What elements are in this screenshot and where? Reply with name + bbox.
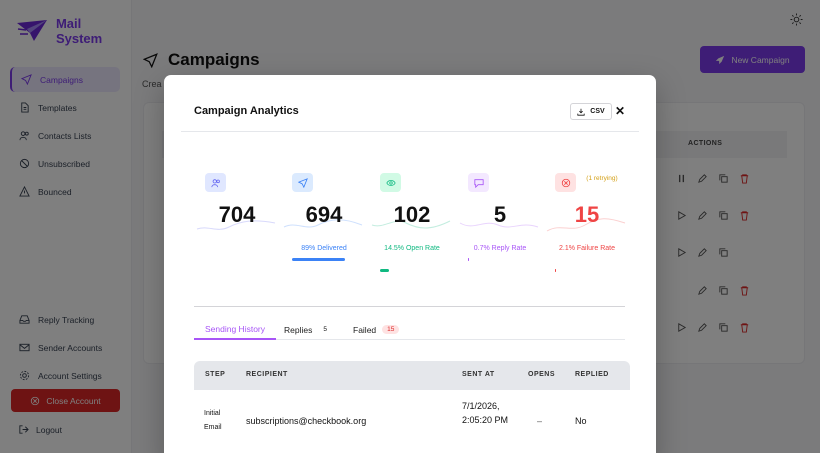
stat-delivered: 694 89% Delivered [283, 173, 377, 283]
column-header-recipient: RECIPIENT [246, 371, 288, 378]
column-header-sent-at: SENT AT [462, 371, 495, 378]
stat-icon-box [468, 173, 489, 192]
csv-label: CSV [590, 108, 605, 115]
column-header-replied: REPLIED [575, 371, 609, 378]
cell-step: Initial Email [204, 410, 222, 431]
stat-progress-bar [380, 269, 389, 272]
stat-icon-box [205, 173, 226, 192]
stat-progress-bar [555, 269, 557, 272]
tab-label: Sending History [205, 323, 266, 334]
stat-sparkline [546, 218, 626, 232]
stat-sparkline [196, 220, 276, 230]
column-header-step: STEP [205, 371, 226, 378]
stat-value: 15 [574, 202, 600, 227]
cell-replied: No [575, 416, 587, 426]
stat-total-recipients: 704 [196, 173, 290, 283]
column-header-opens: OPENS [528, 371, 556, 378]
stat-progress-bar [292, 258, 346, 261]
tab-failed[interactable]: Failed 15 [353, 319, 400, 340]
stat-icon-box [380, 173, 401, 192]
history-table-header: STEP RECIPIENT SENT AT OPENS REPLIED [194, 361, 630, 390]
stat-opened: 102 14.5% Open Rate [371, 173, 465, 283]
stat-progress-bar [468, 258, 469, 261]
stat-sparkline [459, 222, 539, 228]
stat-label: 2.1% Failure Rate [558, 245, 616, 252]
stat-value: 694 [305, 202, 343, 227]
modal-title: Campaign Analytics [194, 105, 299, 117]
stat-value: 102 [393, 202, 431, 227]
cell-recipient: subscriptions@checkbook.org [246, 416, 367, 426]
message-icon [473, 178, 484, 188]
cell-sent-at: 7/1/2026, 2:05:20 PM [462, 401, 509, 425]
stats-divider [194, 306, 625, 307]
stat-replied: 5 0.7% Reply Rate [459, 173, 553, 283]
stat-sparkline [283, 219, 363, 228]
stat-label: 14.5% Open Rate [384, 245, 440, 252]
stat-sparkline [371, 220, 451, 229]
eye-icon [385, 179, 396, 186]
tab-sending-history[interactable]: Sending History [194, 319, 277, 340]
tab-replies[interactable]: Replies 5 [284, 319, 332, 340]
modal-header-divider [181, 131, 639, 132]
stat-icon-box [555, 173, 576, 192]
stat-label: 0.7% Reply Rate [473, 245, 527, 252]
users-icon [210, 178, 220, 187]
stat-icon-box [292, 173, 313, 192]
replies-count-badge: 5 [318, 325, 332, 334]
tab-label: Replies [284, 324, 313, 335]
export-csv-button[interactable]: CSV [570, 103, 612, 120]
campaign-analytics-modal: Campaign Analytics CSV ✕ 704 694 89% Del… [164, 75, 656, 453]
download-icon [577, 108, 585, 116]
send-icon [297, 177, 308, 188]
close-modal-button[interactable]: ✕ [615, 104, 626, 118]
stat-label: 89% Delivered [301, 245, 347, 252]
cell-opens: – [537, 416, 543, 426]
tab-label: Failed [353, 324, 377, 335]
stat-failed: (1 retrying) 15 2.1% Failure Rate [546, 173, 640, 283]
history-tabs: Sending History Replies 5 Failed 15 [194, 319, 625, 340]
stat-value: 704 [218, 202, 256, 227]
retrying-note: (1 retrying) [586, 175, 618, 182]
x-circle-icon [561, 178, 570, 187]
failed-count-badge: 15 [382, 325, 400, 334]
stat-value: 5 [493, 202, 507, 227]
